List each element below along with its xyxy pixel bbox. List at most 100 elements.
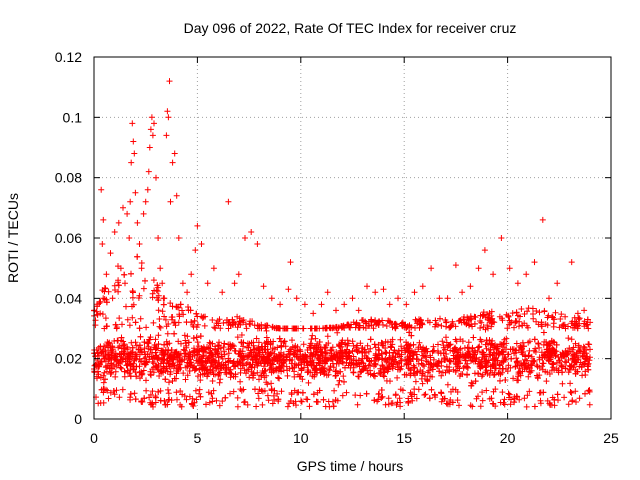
data-point [488, 395, 495, 402]
data-point [275, 374, 282, 381]
data-point [370, 325, 377, 332]
data-point [137, 333, 144, 340]
data-point [157, 368, 163, 375]
data-point [477, 403, 484, 410]
data-point [175, 235, 182, 241]
data-point [444, 343, 451, 350]
data-point [194, 222, 201, 229]
data-point [562, 325, 569, 332]
data-point [372, 360, 379, 367]
data-point [124, 367, 131, 374]
data-point [371, 373, 378, 380]
data-point [402, 356, 409, 363]
data-point [252, 386, 258, 393]
data-point [507, 346, 514, 353]
data-point [532, 345, 539, 352]
data-point [499, 317, 506, 324]
data-point [242, 398, 248, 405]
data-point [409, 397, 416, 404]
data-point [284, 403, 291, 410]
data-point [446, 367, 453, 374]
data-point [184, 372, 191, 379]
data-point [119, 321, 125, 328]
data-point [526, 388, 533, 395]
data-point [312, 351, 319, 358]
data-point [514, 359, 520, 366]
data-point [397, 403, 404, 410]
data-point [308, 361, 315, 368]
y-tick-label: 0.1 [63, 109, 83, 125]
data-point [551, 396, 558, 403]
data-point [129, 314, 136, 321]
data-point [265, 397, 272, 404]
data-point [475, 370, 481, 377]
data-point [443, 400, 450, 407]
data-point [274, 344, 281, 351]
data-point [121, 350, 127, 357]
data-point [515, 373, 521, 380]
data-point [112, 321, 119, 328]
data-point [199, 358, 206, 365]
data-point [247, 349, 254, 356]
data-point [392, 354, 399, 361]
data-point [566, 345, 573, 352]
data-point [547, 401, 554, 408]
data-point [342, 364, 348, 371]
data-point [141, 345, 148, 352]
data-point [411, 364, 418, 371]
data-point [305, 359, 311, 366]
data-point [443, 334, 449, 341]
data-point [182, 350, 189, 357]
data-point [499, 365, 506, 372]
data-point [584, 316, 591, 323]
data-point [136, 241, 143, 247]
data-point [355, 348, 362, 354]
data-point [115, 219, 122, 226]
data-point [546, 295, 552, 302]
data-point [523, 271, 530, 278]
data-point [230, 388, 237, 395]
data-point [127, 391, 134, 397]
data-point [452, 344, 459, 351]
data-point [132, 351, 139, 358]
data-point [186, 359, 193, 366]
data-point [149, 358, 156, 365]
data-point [255, 395, 262, 402]
data-point [161, 313, 168, 320]
data-point [94, 311, 101, 318]
data-point [212, 325, 219, 332]
data-point [255, 339, 262, 346]
data-point [175, 350, 182, 357]
data-point [293, 353, 300, 360]
data-point [425, 359, 431, 365]
data-point [525, 339, 532, 346]
data-point [379, 362, 386, 369]
data-point [126, 356, 133, 363]
data-point [318, 349, 325, 356]
data-point [268, 295, 275, 302]
data-point [371, 341, 378, 348]
data-point [391, 347, 398, 354]
data-point [443, 363, 450, 370]
data-point [569, 398, 576, 405]
data-point [151, 355, 157, 362]
data-point [556, 324, 563, 331]
data-point [121, 271, 128, 278]
data-point [531, 336, 538, 343]
data-point [179, 307, 185, 314]
data-point [483, 387, 490, 394]
data-point [249, 372, 256, 379]
data-point [429, 366, 436, 373]
data-point [253, 349, 259, 356]
data-point [535, 341, 542, 347]
data-point [358, 368, 365, 375]
data-point [216, 402, 223, 409]
data-point [267, 340, 274, 347]
data-point [192, 387, 199, 394]
data-point [411, 289, 418, 296]
data-point [204, 373, 211, 380]
data-point [262, 358, 269, 365]
data-point [341, 378, 347, 385]
data-point [515, 369, 522, 376]
data-point [412, 372, 418, 379]
